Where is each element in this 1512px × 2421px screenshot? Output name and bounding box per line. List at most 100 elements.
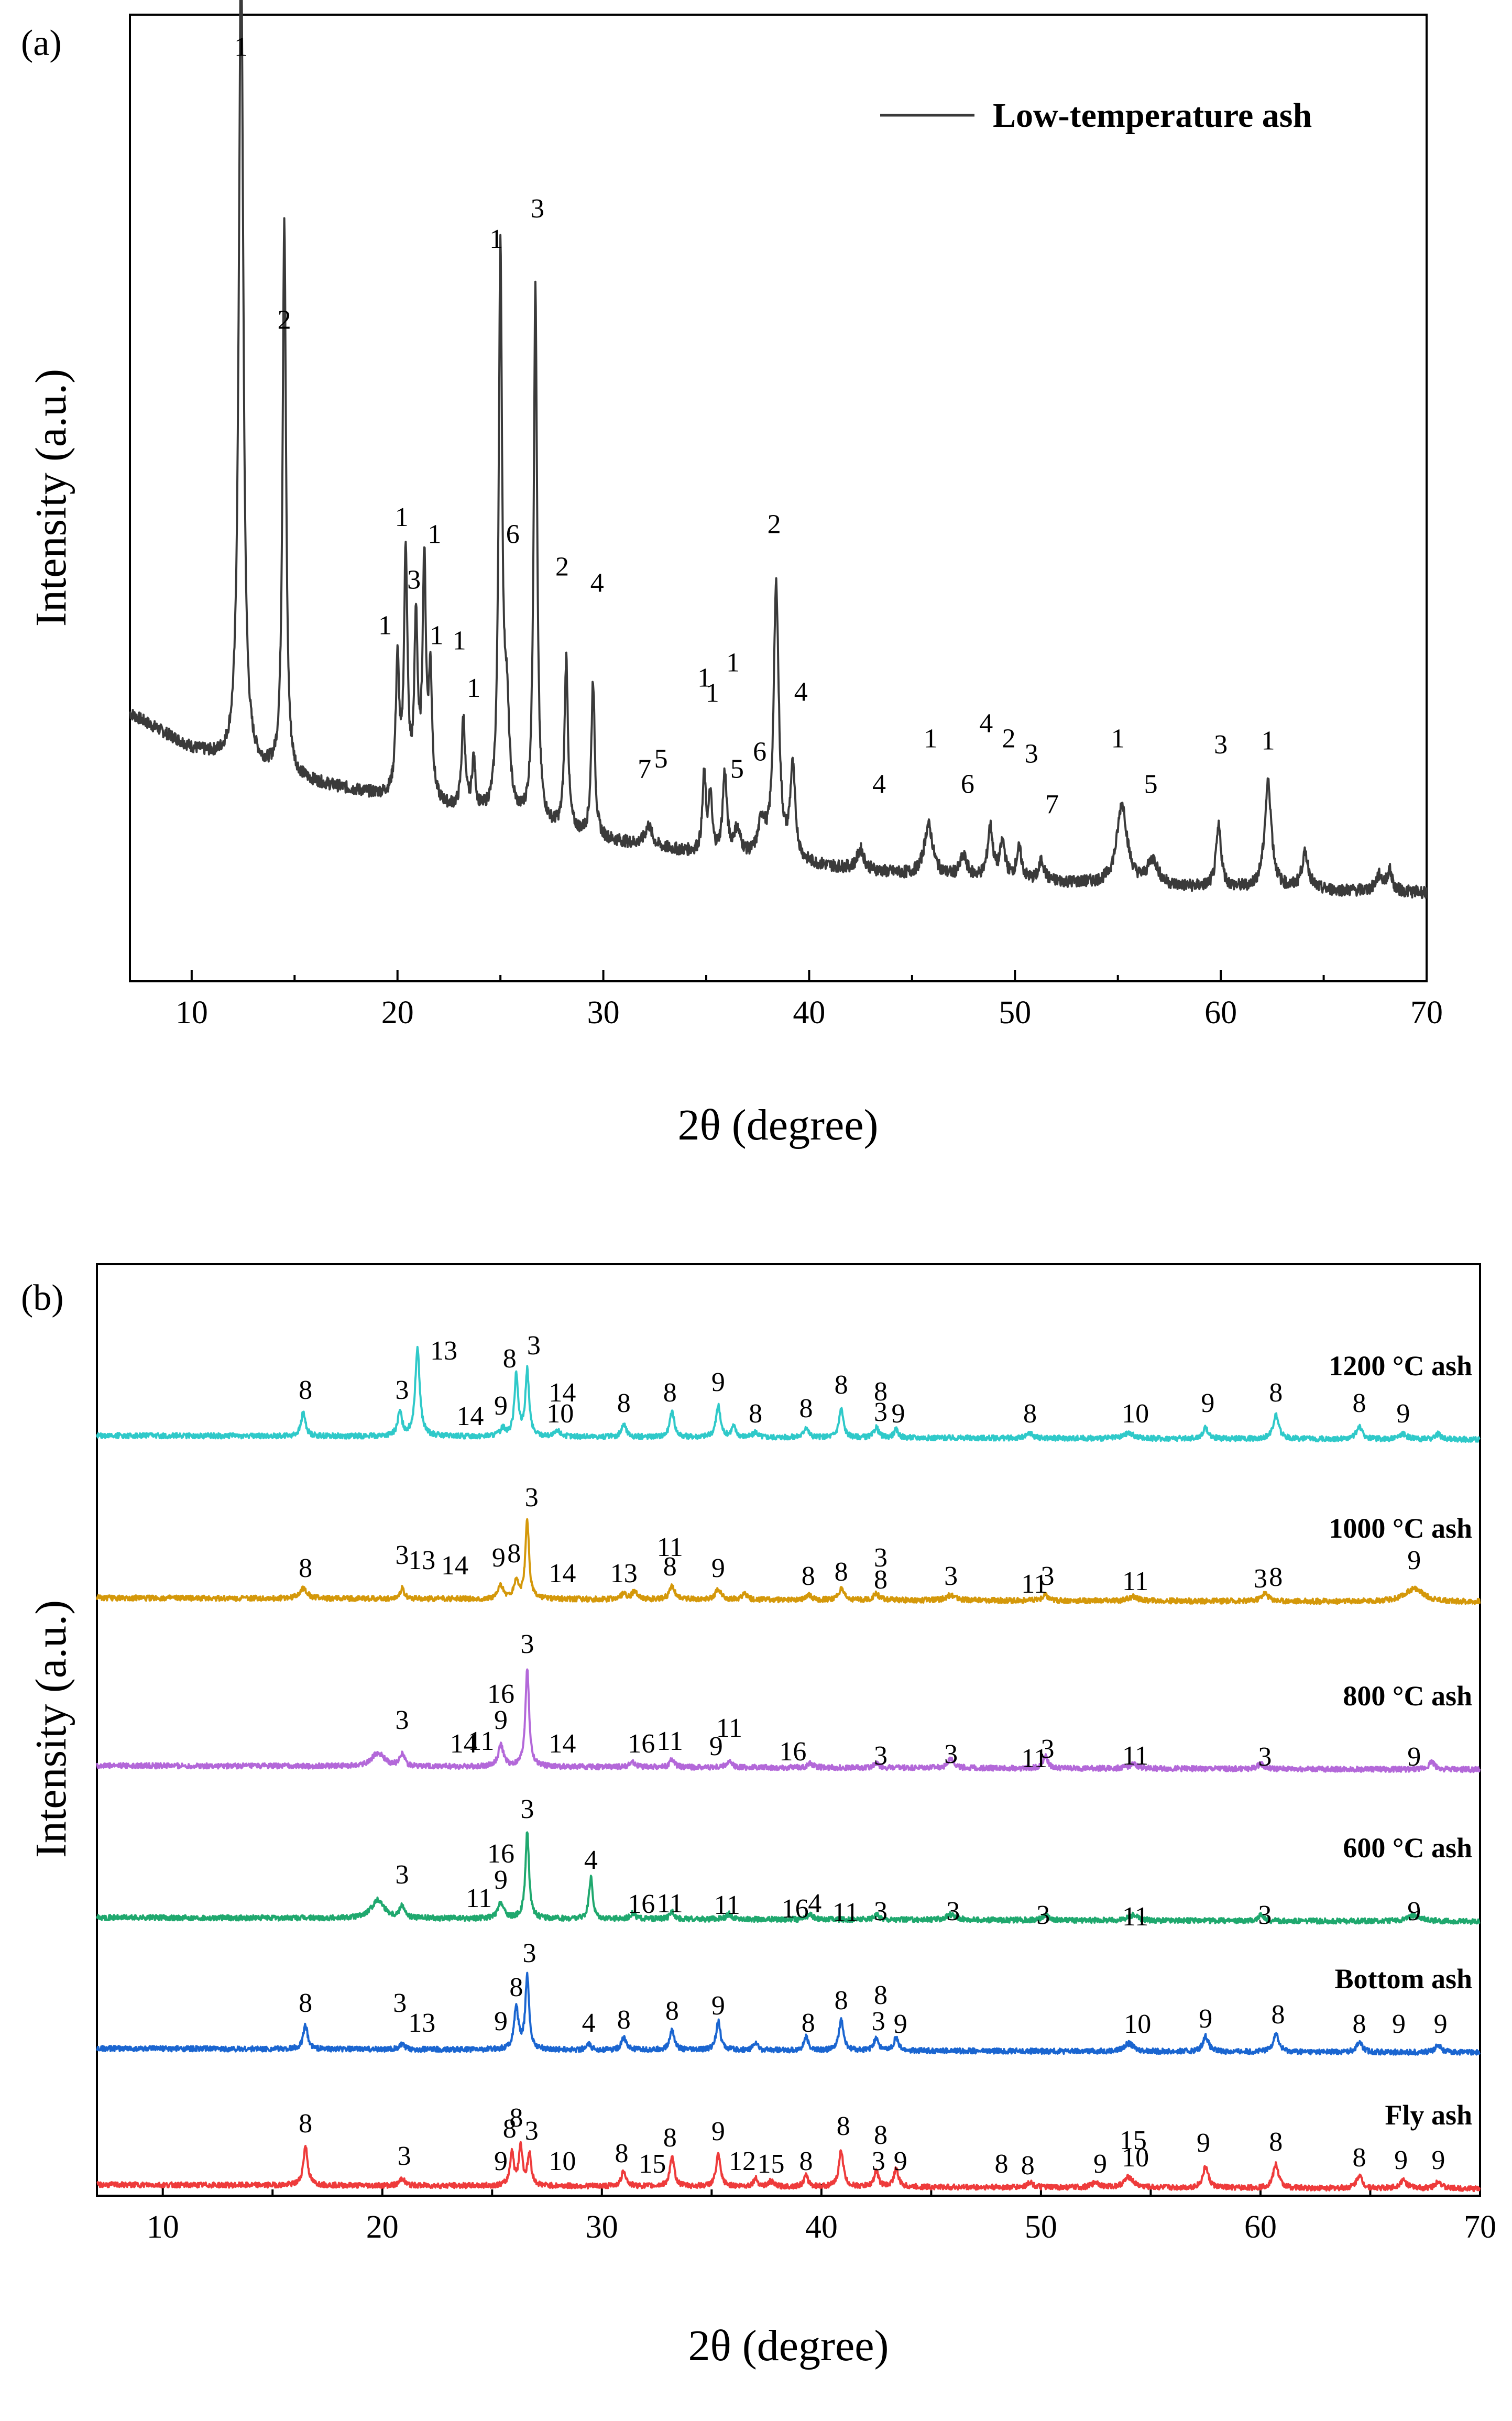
panel-b-peak-label: 11: [832, 1898, 859, 1927]
panel-b-peak-label: 9: [1199, 2004, 1212, 2034]
panel-b-peak-label: 3: [874, 1543, 888, 1573]
panel-b-peak-label: 9: [494, 1391, 508, 1421]
panel-b-peak-label: 8: [835, 1986, 848, 2015]
panel-b-peak-label: 9: [1407, 1897, 1421, 1926]
panel-b-peak-label: 8: [299, 1988, 312, 2018]
panel-b-peak-label: 3: [1254, 1564, 1267, 1594]
panel-b-peak-label: 9: [494, 1705, 508, 1735]
panel-b-peak-label: 9: [1197, 2128, 1210, 2158]
panel-b-peak-label: 11: [657, 1726, 683, 1756]
series-line-fly-ash: [96, 2141, 1481, 2193]
panel-a-legend: Low-temperature ash: [880, 96, 1312, 135]
panel-b-peak-label: 9: [894, 2146, 907, 2176]
panel-a-peak-label: 1: [428, 520, 441, 550]
panel-a-peak-label: 4: [872, 769, 886, 799]
panel-b-peak-label: 11: [714, 1890, 740, 1920]
panel-b-peak-label: 8: [663, 1552, 677, 1582]
panel-a-peak-label: 1: [489, 224, 503, 254]
panel-a-peak-label: 1: [924, 724, 937, 753]
panel-b-peak-label: 3: [1258, 1900, 1272, 1930]
panel-a-peak-label: 5: [730, 754, 744, 784]
panel-b-peak-label: 3: [872, 2146, 885, 2176]
panel-b-peak-label: 9: [1431, 2145, 1445, 2175]
panel-a-label: (a): [21, 23, 62, 63]
panel-b-peak-label: 8: [1353, 2009, 1366, 2039]
panel-a-peak-label: 1: [1111, 724, 1125, 753]
panel-b-peak-label: 11: [657, 1889, 683, 1919]
panel-b-peak-label: 3: [872, 2007, 885, 2036]
panel-a-plot-frame: [129, 14, 1428, 982]
panel-b-peak-label: 3: [1258, 1742, 1272, 1772]
series-label-bottom-ash: Bottom ash: [1334, 1963, 1472, 1995]
panel-b-peak-label: 3: [520, 1794, 534, 1824]
panel-a-x-axis-label: 2θ (degree): [677, 1101, 878, 1149]
panel-b-peak-label: 3: [1040, 1561, 1054, 1591]
panel-a-peak-label: 6: [961, 769, 974, 799]
panel-b-peak-label: 8: [299, 1553, 312, 1583]
panel-b-peak-label: 8: [874, 1377, 888, 1407]
panel-a-x-tick-label-30: 30: [587, 995, 620, 1031]
panel-b-peak-label: 8: [503, 1344, 517, 1374]
panel-b-series: [96, 1345, 1481, 2193]
panel-b-peak-label: 14: [456, 1401, 484, 1431]
panel-a-peak-label: 4: [794, 677, 808, 707]
panel-b-label: (b): [21, 1278, 64, 1318]
panel-b-peak-label: 9: [494, 1865, 508, 1895]
panel-a-peak-label: 2: [278, 305, 291, 335]
panel-b-peak-label: 8: [299, 1375, 312, 1405]
panel-a-x-tick-label-10: 10: [176, 995, 208, 1031]
panel-b-peak-label: 8: [1271, 2000, 1285, 2030]
panel-b-peak-label: 3: [398, 2141, 411, 2171]
panel-b-peak-label: 11: [716, 1713, 742, 1743]
panel-b-peak-label: 11: [1122, 1741, 1148, 1771]
panel-b-peak-label: 9: [494, 2007, 508, 2036]
panel-b-peak-label: 9: [1407, 1546, 1421, 1575]
panel-b-peak-label: 8: [663, 1378, 677, 1408]
panel-a-peak-label: 3: [1025, 739, 1038, 769]
panel-b-peak-label: 3: [525, 1483, 539, 1513]
panel-b-peak-label: 8: [874, 1565, 888, 1595]
panel-b-x-tick-label-40: 40: [805, 2209, 838, 2245]
panel-b-peak-label: 8: [1353, 2143, 1366, 2173]
panel-b-peak-label: 8: [874, 2120, 888, 2150]
series-label-1200-c-ash: 1200 °C ash: [1329, 1350, 1472, 1382]
panel-b-peak-label: 3: [1036, 1900, 1050, 1930]
panel-a-y-axis-label: Intensity (a.u.): [27, 369, 75, 627]
panel-b-peak-label: 9: [894, 2009, 907, 2039]
panel-b-chart: (b) 10 20 30 40 50 60 70 83 988 310 8 158 912 15 88 83…: [21, 1263, 1496, 2370]
panel-a-peak-label: 5: [654, 744, 668, 774]
panel-b-peak-label: 10: [1122, 1399, 1149, 1429]
panel-b-peak-label: 11: [1021, 1744, 1047, 1773]
panel-b-peak-label: 8: [1269, 1378, 1283, 1408]
panel-b-peak-label: 3: [523, 1938, 536, 1968]
series-label-fly-ash: Fly ash: [1385, 2099, 1472, 2131]
panel-a-peak-label: 1: [453, 626, 466, 655]
panel-b-peak-label: 8: [835, 1370, 848, 1400]
panel-b-peak-label: 10: [1124, 2009, 1151, 2039]
panel-b-peak-label: 15: [639, 2149, 666, 2179]
panel-b-peak-label: 8: [509, 2103, 523, 2133]
panel-b-peak-label: 8: [802, 1561, 815, 1591]
panel-b-peak-label: 8: [617, 2005, 631, 2035]
panel-b-x-tick-label-10: 10: [147, 2209, 179, 2245]
panel-a-peak-label: 4: [590, 568, 604, 598]
panel-a-peak-label: 1: [234, 32, 248, 62]
panel-a-peak-label: 1: [697, 663, 711, 693]
panel-b-peak-label: 8: [1353, 1388, 1366, 1418]
panel-b-peak-label: 9: [1394, 2145, 1408, 2175]
panel-b-peak-label: 16: [628, 1889, 655, 1919]
panel-b-peak-label: 3: [527, 1331, 541, 1361]
panel-a-series: [129, 0, 1428, 900]
panel-a-x-tick-label-40: 40: [793, 995, 825, 1031]
panel-b-series-labels: Fly ash Bottom ash 600 °C ash 800 °C ash 100…: [1329, 1350, 1472, 2131]
panel-a-peak-label: 1: [467, 673, 480, 703]
panel-b-peak-label: 10: [1122, 2143, 1149, 2173]
panel-a-peak-label: 4: [979, 709, 993, 739]
panel-b-peak-label: 8: [994, 2149, 1008, 2179]
panel-b-peak-label: 9: [711, 1553, 725, 1583]
panel-b-peak-label: 8: [617, 1388, 631, 1418]
panel-b-peak-label: 13: [430, 1336, 457, 1366]
